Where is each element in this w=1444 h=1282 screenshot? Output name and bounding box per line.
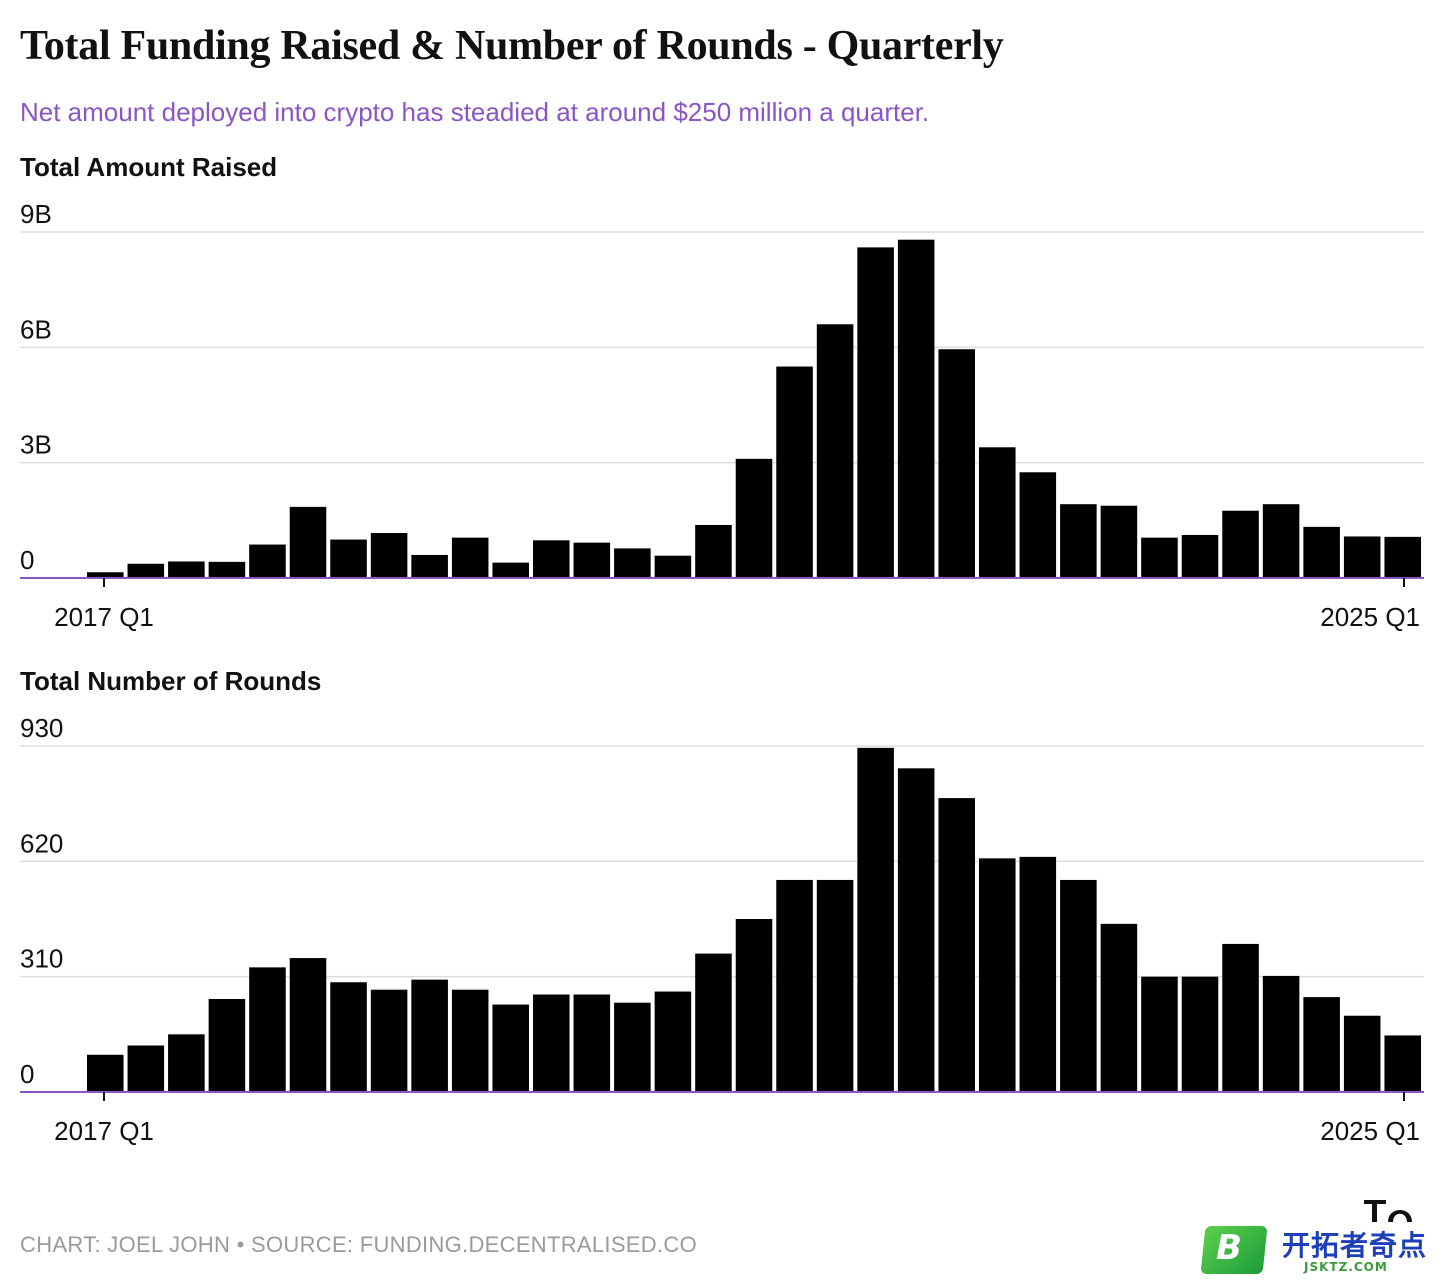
amount-bar-chart: 0 3B 6B 9B 2017 Q1 2025 Q1	[20, 199, 1424, 632]
rounds-bar	[1141, 976, 1178, 1092]
chart-title: Total Funding Raised & Number of Rounds …	[20, 23, 1004, 69]
amount-y-tick-label: 9B	[20, 199, 52, 229]
rounds-bar	[897, 768, 935, 1092]
amount-bar	[451, 537, 489, 578]
amount-x-tick-label: 2025 Q1	[1320, 602, 1420, 632]
amount-bar	[370, 533, 408, 578]
rounds-bar	[1303, 997, 1340, 1092]
amount-x-tick-label: 2017 Q1	[54, 602, 154, 632]
amount-bar	[168, 561, 205, 578]
rounds-bar	[1181, 976, 1219, 1092]
amount-bar	[654, 555, 692, 578]
chart-subtitle: Net amount deployed into crypto has stea…	[20, 97, 930, 127]
rounds-bar	[289, 958, 327, 1092]
rounds-y-tick-label: 930	[20, 713, 63, 743]
watermark-letter: B	[1216, 1228, 1242, 1268]
amount-bar	[1222, 510, 1259, 578]
watermark: B 开拓者奇点 JSKTZ.COM	[1200, 1222, 1440, 1278]
amount-bar	[816, 324, 854, 578]
rounds-bar	[1343, 1015, 1381, 1092]
rounds-panel-title: Total Number of Rounds	[20, 666, 322, 696]
rounds-bar	[370, 989, 408, 1092]
rounds-y-tick-label: 0	[20, 1059, 34, 1089]
rounds-bar	[168, 1034, 205, 1092]
rounds-bar-chart: 0 310 620 930 2017 Q1 2025 Q1	[20, 713, 1424, 1146]
amount-bar	[938, 349, 975, 578]
amount-bar	[614, 548, 651, 578]
amount-bar	[533, 540, 570, 578]
rounds-bar	[938, 798, 975, 1092]
amount-y-tick-label: 0	[20, 545, 34, 575]
watermark-domain: JSKTZ.COM	[1304, 1260, 1388, 1274]
amount-bar	[1262, 504, 1300, 578]
amount-bar	[857, 247, 894, 578]
rounds-bar	[1222, 943, 1259, 1092]
amount-bar	[573, 542, 611, 578]
amount-bar	[289, 506, 327, 578]
rounds-bar	[573, 994, 611, 1092]
amount-bar	[1060, 504, 1097, 578]
rounds-y-tick-label: 620	[20, 828, 63, 858]
amount-bar	[330, 539, 367, 578]
rounds-bar	[208, 998, 246, 1092]
amount-bar	[1100, 505, 1138, 578]
rounds-x-tick-label: 2017 Q1	[54, 1116, 154, 1146]
rounds-bar	[1019, 856, 1057, 1092]
rounds-bar	[816, 879, 854, 1092]
rounds-bar	[776, 879, 813, 1092]
amount-y-tick-label: 3B	[20, 430, 52, 460]
rounds-x-tick-label: 2025 Q1	[1320, 1116, 1420, 1146]
amount-bar	[1181, 534, 1219, 578]
amount-bar	[411, 554, 448, 578]
rounds-bar	[735, 919, 773, 1092]
amount-bar	[87, 572, 124, 578]
amount-bar	[897, 239, 935, 578]
amount-bar	[1343, 536, 1381, 578]
rounds-bar	[411, 979, 448, 1092]
rounds-bar	[127, 1045, 165, 1092]
amount-bar	[1384, 536, 1421, 578]
amount-y-tick-label: 6B	[20, 314, 52, 344]
rounds-bar	[614, 1002, 651, 1092]
rounds-bar	[979, 858, 1016, 1092]
amount-bar	[776, 366, 813, 578]
watermark-brand: 开拓者奇点	[1282, 1229, 1428, 1262]
amount-bar	[735, 458, 773, 578]
publisher-logo-icon	[1364, 1200, 1412, 1222]
rounds-bar	[87, 1054, 124, 1092]
rounds-bar	[330, 982, 367, 1092]
rounds-bar	[1384, 1035, 1421, 1092]
rounds-bar	[1100, 923, 1138, 1092]
rounds-bar	[533, 994, 570, 1092]
amount-bar	[1019, 472, 1057, 578]
rounds-bar	[451, 989, 489, 1092]
source-credit: CHART: JOEL JOHN • SOURCE: FUNDING.DECEN…	[20, 1232, 697, 1257]
amount-bar	[208, 561, 246, 578]
amount-bar	[127, 563, 165, 578]
rounds-bar	[857, 747, 894, 1092]
rounds-bar	[249, 967, 286, 1092]
amount-bar	[492, 562, 529, 578]
rounds-bar	[1262, 975, 1300, 1092]
rounds-bar	[654, 991, 692, 1092]
amount-bar	[695, 524, 732, 578]
rounds-bar	[695, 953, 732, 1092]
amount-bar	[1303, 526, 1340, 578]
rounds-bar	[1060, 879, 1097, 1092]
amount-panel-title: Total Amount Raised	[20, 152, 278, 182]
amount-bar	[249, 544, 286, 578]
rounds-y-tick-label: 310	[20, 944, 63, 974]
rounds-bar	[492, 1004, 529, 1092]
amount-bar	[979, 447, 1016, 578]
amount-bar	[1141, 537, 1178, 578]
